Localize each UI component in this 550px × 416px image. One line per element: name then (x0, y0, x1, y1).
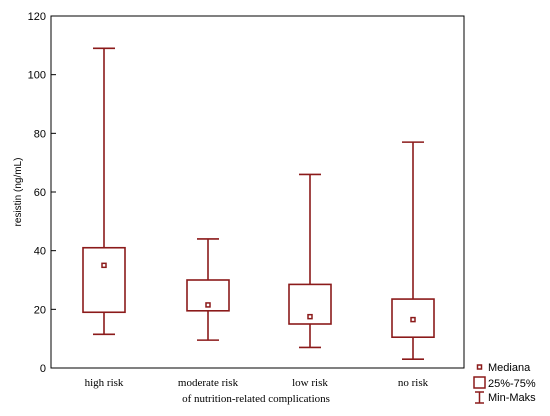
boxes-layer (82, 47, 435, 361)
box-group-0 (82, 47, 126, 336)
y-tick-label-0: 0 (40, 363, 46, 375)
x-category-label-1: moderate risk (178, 377, 239, 389)
box-group-2 (288, 173, 332, 349)
median-marker-0 (101, 262, 107, 269)
legend-whisker-icon (475, 391, 484, 404)
x-axis-categories: high risk moderate risk low risk no risk (85, 377, 429, 389)
box-group-3 (391, 141, 435, 361)
legend-median-label: Mediana (488, 362, 531, 374)
y-tick-label-6: 120 (28, 11, 46, 23)
box-iqr-0 (82, 246, 126, 314)
median-marker-1 (205, 302, 211, 308)
y-tick-label-5: 100 (28, 70, 46, 82)
y-axis-title: resistin (ng/mL) (13, 158, 24, 227)
x-category-label-2: low risk (292, 377, 328, 389)
y-tick-label-3: 60 (34, 187, 46, 199)
box-group-1 (186, 238, 230, 341)
y-tick-label-1: 20 (34, 304, 46, 316)
median-marker-2 (307, 313, 313, 320)
y-tick-label-2: 40 (34, 246, 46, 258)
median-marker-3 (410, 316, 416, 323)
x-category-label-0: high risk (85, 377, 124, 389)
legend-median-icon (476, 364, 483, 370)
y-axis: 0 20 40 60 80 100 120 (28, 11, 56, 375)
legend-box-icon (473, 376, 486, 389)
y-tick-label-4: 80 (34, 128, 46, 140)
legend: Mediana 25%-75% Min-Maks (473, 362, 536, 404)
x-category-label-3: no risk (398, 377, 429, 389)
legend-box-label: 25%-75% (488, 378, 536, 390)
x-axis-title: of nutrition-related complications (182, 393, 330, 405)
legend-whisker-label: Min-Maks (488, 392, 536, 404)
